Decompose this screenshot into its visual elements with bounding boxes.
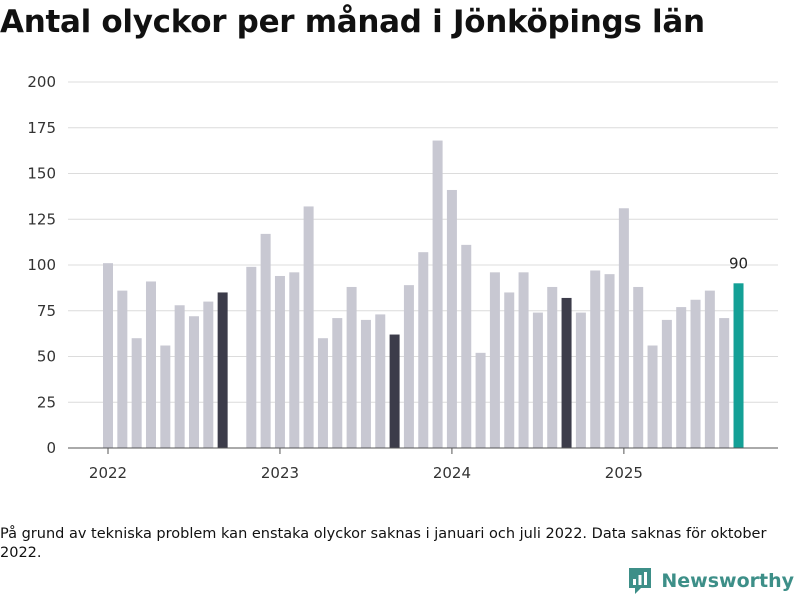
- y-tick-label: 75: [37, 302, 56, 320]
- y-tick-label: 0: [46, 439, 56, 457]
- bar-2024-02: [461, 244, 472, 448]
- footnote: På grund av tekniska problem kan enstaka…: [0, 526, 767, 561]
- data-labels: 90: [729, 254, 748, 272]
- bar-2025-04: [661, 319, 672, 448]
- bar-2022-08: [203, 301, 214, 448]
- bar-2022-03: [131, 338, 142, 448]
- x-tick-label: 2024: [433, 464, 471, 482]
- bar-2022-01: [103, 263, 113, 448]
- bar-2024-01: [446, 189, 457, 448]
- bar-2022-09: [217, 292, 228, 448]
- y-tick-label: 175: [27, 119, 56, 137]
- bar-2022-02: [117, 290, 128, 448]
- bar-2023-05: [332, 318, 343, 448]
- y-tick-label: 100: [27, 256, 56, 274]
- bar-2022-07: [188, 316, 199, 448]
- bar-2024-08: [547, 286, 558, 448]
- bar-2025-03: [647, 345, 658, 448]
- y-tick-label: 25: [37, 393, 56, 411]
- bar-2023-06: [346, 286, 357, 448]
- y-axis-tick-labels: 0 25 50 75 100 125 150 175 200: [27, 73, 56, 457]
- y-tick-label: 200: [27, 73, 56, 91]
- bar-2023-08: [375, 314, 386, 448]
- bar-2025-07: [704, 290, 715, 448]
- x-tick-label: 2023: [261, 464, 299, 482]
- bars: [103, 140, 744, 448]
- bar-2024-03: [475, 352, 486, 448]
- bar-2023-11: [418, 252, 429, 448]
- data-label: 90: [729, 254, 748, 272]
- bar-2023-10: [403, 285, 414, 448]
- bar-2022-11: [246, 266, 257, 448]
- brand-logo: Newsworthy: [627, 566, 794, 596]
- bar-2024-11: [590, 270, 601, 448]
- bar-2025-08: [719, 318, 730, 448]
- bar-2024-12: [604, 274, 615, 448]
- bar-2022-04: [145, 281, 156, 448]
- bar-2022-06: [174, 305, 185, 448]
- bar-2023-01: [274, 275, 285, 448]
- y-tick-label: 125: [27, 210, 56, 228]
- x-tick-label: 2022: [89, 464, 127, 482]
- bar-2023-12: [432, 140, 443, 448]
- bar-2024-06: [518, 272, 529, 448]
- bar-2025-01: [618, 208, 629, 448]
- bar-2025-06: [690, 299, 701, 448]
- x-tick-label: 2025: [605, 464, 643, 482]
- bar-2024-10: [575, 312, 586, 448]
- bar-2023-04: [317, 338, 328, 448]
- bar-2025-05: [676, 307, 687, 448]
- bar-2023-07: [360, 319, 371, 448]
- brand-name: Newsworthy: [661, 570, 794, 592]
- bar-2023-03: [303, 206, 314, 448]
- bar-2025-09: [733, 283, 744, 448]
- y-tick-label: 50: [37, 348, 56, 366]
- bar-2024-07: [532, 312, 543, 448]
- chart-title: Antal olyckor per månad i Jönköpings län: [0, 4, 705, 40]
- bar-2023-09: [389, 334, 400, 448]
- bar-2024-05: [504, 292, 515, 448]
- bar-2022-05: [160, 345, 171, 448]
- newsworthy-logo-icon: [629, 568, 652, 594]
- bar-2025-02: [633, 286, 644, 448]
- bar-2023-02: [289, 272, 300, 448]
- y-tick-label: 150: [27, 165, 56, 183]
- bar-2022-12: [260, 233, 271, 448]
- bar-2024-04: [489, 272, 500, 448]
- bar-2024-09: [561, 297, 572, 448]
- x-axis: 2022 2023 2024 2025: [68, 447, 778, 482]
